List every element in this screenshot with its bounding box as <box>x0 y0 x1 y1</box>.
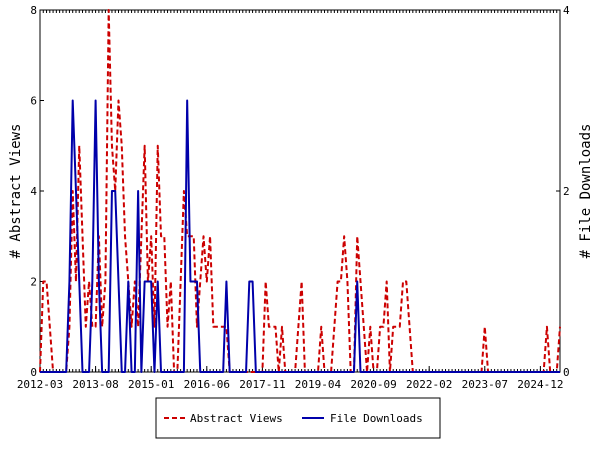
x-axis-tick-label: 2024-12 <box>517 378 563 391</box>
x-axis-tick-label: 2022-02 <box>406 378 452 391</box>
left-axis-tick-label: 6 <box>30 95 37 108</box>
series-line-file-downloads <box>40 99 560 373</box>
right-axis-tick-label: 0 <box>563 366 570 379</box>
x-axis-tick-label: 2023-07 <box>462 378 508 391</box>
series-layer <box>39 9 561 373</box>
x-axis-tick-label: 2012-03 <box>17 378 63 391</box>
right-axis-tick-label: 4 <box>563 4 570 17</box>
legend-label-abstract-views: Abstract Views <box>190 412 283 425</box>
left-axis-tick-label: 4 <box>30 185 37 198</box>
left-axis-ticks: 0 2 4 6 8 <box>30 4 44 379</box>
legend: Abstract Views File Downloads <box>155 397 441 439</box>
left-axis-tick-label: 8 <box>30 4 37 17</box>
x-axis-tick-label: 2019-04 <box>295 378 342 391</box>
right-axis-title: # File Downloads <box>578 124 594 259</box>
left-axis-title: # Abstract Views <box>8 124 24 259</box>
x-axis-tick-label: 2016-06 <box>184 378 230 391</box>
x-axis-tick-label: 2020-09 <box>350 378 396 391</box>
legend-label-file-downloads: File Downloads <box>330 412 423 425</box>
left-axis-tick-label: 2 <box>30 276 37 289</box>
legend-box <box>155 397 441 439</box>
x-axis-tick-label: 2015-01 <box>128 378 174 391</box>
x-axis-tick-labels: 2012-03 2013-08 2015-01 2016-06 2017-11 2019-… <box>17 366 564 391</box>
left-axis-tick-label: 0 <box>30 366 37 379</box>
x-axis-tick-label: 2013-08 <box>72 378 118 391</box>
x-axis-tick-label: 2017-11 <box>239 378 285 391</box>
right-axis-tick-label: 2 <box>563 185 570 198</box>
